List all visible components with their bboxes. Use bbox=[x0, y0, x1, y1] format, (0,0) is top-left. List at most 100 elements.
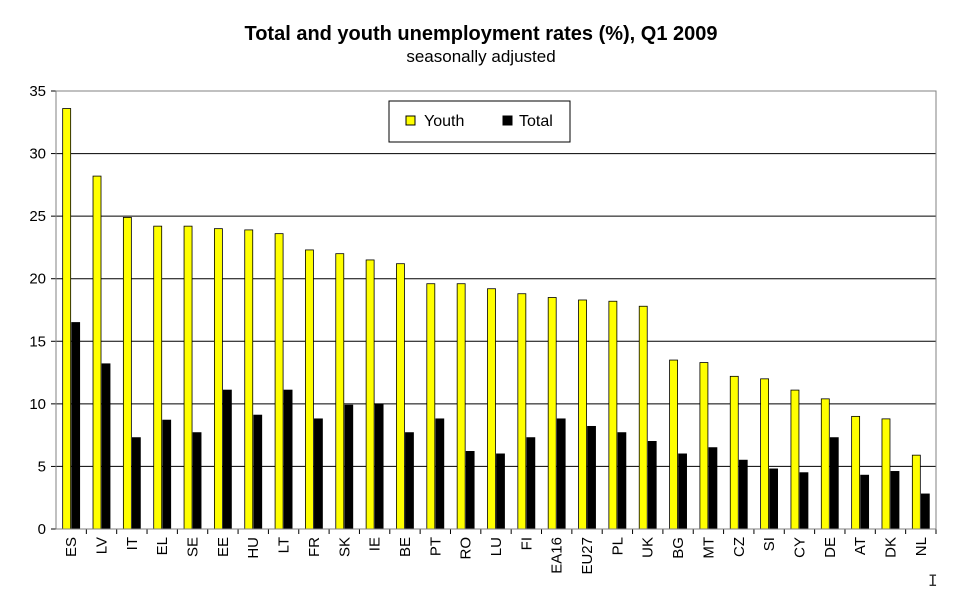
bar-youth-cz bbox=[729, 375, 739, 530]
bar-youth-nl bbox=[911, 454, 921, 530]
x-category-label: UK bbox=[640, 537, 657, 558]
bar-total-dk bbox=[890, 471, 900, 530]
y-tick-label: 30 bbox=[29, 146, 46, 163]
x-category-label: EE bbox=[215, 537, 232, 557]
bar-youth-fi bbox=[517, 293, 527, 530]
x-category-label: LV bbox=[94, 537, 111, 554]
x-category-label: DK bbox=[882, 537, 899, 558]
bar-total-lt bbox=[283, 389, 293, 530]
bar-youth-fr bbox=[305, 249, 314, 530]
bar-youth-uk bbox=[638, 305, 648, 530]
legend-swatch-youth bbox=[405, 115, 416, 126]
y-tick-label: 10 bbox=[29, 396, 46, 413]
bar-youth-eu27 bbox=[578, 299, 587, 530]
x-category-label: EU27 bbox=[579, 537, 596, 575]
bar-total-cy bbox=[799, 472, 809, 530]
bar-total-cz bbox=[738, 459, 748, 530]
bar-youth-se bbox=[183, 225, 193, 530]
bar-total-ie bbox=[374, 403, 384, 530]
legend-label-total: Total bbox=[519, 113, 553, 130]
x-category-label: IT bbox=[124, 537, 141, 550]
bar-total-pl bbox=[617, 432, 627, 530]
bar-total-es bbox=[71, 322, 81, 530]
legend-swatch-total bbox=[502, 115, 513, 126]
bar-youth-lv bbox=[92, 175, 102, 530]
bar-total-si bbox=[769, 468, 779, 530]
bar-total-uk bbox=[647, 440, 657, 530]
bars bbox=[62, 108, 930, 530]
y-axis-ticks: 0 5 10 15 20 25 30 35 bbox=[29, 83, 56, 538]
bar-youth-dk bbox=[881, 418, 891, 530]
bar-total-el bbox=[162, 419, 172, 530]
bar-youth-ea16 bbox=[547, 297, 557, 530]
bar-youth-pl bbox=[608, 300, 618, 530]
x-category-label: IE bbox=[367, 537, 384, 551]
bar-youth-cy bbox=[790, 389, 800, 530]
x-category-label: PL bbox=[609, 537, 626, 555]
bar-youth-it bbox=[122, 216, 132, 530]
bar-total-lv bbox=[101, 363, 111, 530]
y-tick-label: 5 bbox=[38, 458, 46, 475]
legend: Youth Total bbox=[388, 100, 571, 143]
x-category-label: EA16 bbox=[549, 537, 566, 574]
chart-title: Total and youth unemployment rates (%), … bbox=[244, 23, 717, 45]
x-category-label: CY bbox=[791, 537, 808, 558]
bar-youth-bg bbox=[669, 359, 678, 530]
legend-box bbox=[388, 100, 571, 143]
plot-border bbox=[55, 90, 937, 530]
y-tick-label: 25 bbox=[29, 208, 46, 225]
x-category-label: SE bbox=[185, 537, 202, 557]
bar-total-bg bbox=[678, 453, 687, 530]
bar-total-mt bbox=[708, 447, 718, 530]
bar-youth-ie bbox=[365, 259, 375, 530]
bar-youth-es bbox=[62, 108, 72, 530]
bar-total-pt bbox=[435, 418, 445, 530]
bar-youth-lt bbox=[274, 233, 284, 530]
x-category-label: DE bbox=[822, 537, 839, 558]
bar-youth-sk bbox=[335, 253, 345, 530]
x-category-label: LU bbox=[488, 537, 505, 556]
x-category-label: RO bbox=[458, 537, 475, 560]
bar-youth-pt bbox=[426, 283, 436, 530]
x-category-label: AT bbox=[852, 537, 869, 555]
bar-total-lu bbox=[496, 453, 505, 530]
bar-total-fi bbox=[526, 437, 536, 530]
bar-total-eu27 bbox=[587, 425, 596, 530]
bar-total-be bbox=[405, 432, 414, 530]
y-tick-label: 35 bbox=[29, 83, 46, 100]
bar-total-ro bbox=[465, 451, 475, 530]
bar-youth-de bbox=[820, 398, 830, 530]
x-category-label: SI bbox=[761, 537, 778, 551]
bar-total-se bbox=[192, 432, 202, 530]
x-category-label: MT bbox=[700, 537, 717, 559]
gridlines bbox=[56, 153, 936, 467]
bar-youth-be bbox=[396, 263, 405, 530]
x-category-label: BE bbox=[397, 537, 414, 557]
x-category-label: PT bbox=[427, 537, 444, 556]
x-category-label: NL bbox=[913, 537, 930, 556]
chart-subtitle: seasonally adjusted bbox=[406, 47, 555, 66]
x-category-label: SK bbox=[336, 537, 353, 557]
bar-youth-at bbox=[851, 415, 861, 530]
x-category-label: FI bbox=[518, 537, 535, 550]
bar-total-sk bbox=[344, 404, 354, 530]
bar-total-de bbox=[829, 437, 839, 530]
bar-youth-ee bbox=[213, 228, 223, 530]
bar-youth-el bbox=[153, 225, 163, 530]
text-cursor-icon: I bbox=[928, 571, 938, 590]
bar-youth-ro bbox=[456, 283, 466, 530]
bar-total-ee bbox=[222, 389, 232, 530]
x-axis-categories: ES LV IT EL SE EE HU LT FR SK IE BE PT RO LU FI EA16 EU27… bbox=[63, 529, 937, 575]
bar-youth-hu bbox=[244, 229, 254, 530]
y-tick-label: 15 bbox=[29, 333, 46, 350]
legend-label-youth: Youth bbox=[424, 113, 464, 130]
bar-total-hu bbox=[253, 414, 263, 530]
x-category-label: LT bbox=[276, 537, 293, 553]
bar-total-it bbox=[131, 437, 141, 530]
x-category-label: ES bbox=[63, 537, 80, 557]
x-category-label: BG bbox=[670, 537, 687, 559]
bar-total-ea16 bbox=[556, 418, 566, 530]
bar-youth-mt bbox=[699, 362, 709, 530]
x-category-label: FR bbox=[306, 537, 323, 557]
bar-total-at bbox=[860, 474, 870, 530]
